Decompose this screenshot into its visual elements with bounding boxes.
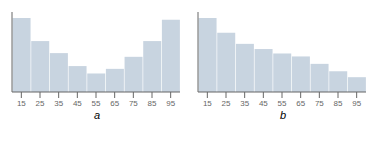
svg-text:45: 45	[73, 99, 82, 108]
svg-text:45: 45	[259, 99, 268, 108]
svg-text:85: 85	[334, 99, 343, 108]
svg-text:15: 15	[203, 99, 212, 108]
svg-text:65: 65	[110, 99, 119, 108]
svg-text:25: 25	[222, 99, 231, 108]
svg-text:35: 35	[240, 99, 249, 108]
svg-text:95: 95	[166, 99, 175, 108]
html-text:a: a	[93, 109, 101, 121]
svg-text:55: 55	[92, 99, 101, 108]
svg-text:65: 65	[296, 99, 305, 108]
html-text:b: b	[279, 109, 287, 121]
svg-text:55: 55	[278, 99, 287, 108]
svg-text:75: 75	[129, 99, 138, 108]
svg-text:95: 95	[352, 99, 361, 108]
svg-text:25: 25	[36, 99, 45, 108]
svg-text:35: 35	[54, 99, 63, 108]
svg-text:15: 15	[17, 99, 26, 108]
svg-text:75: 75	[315, 99, 324, 108]
svg-text:85: 85	[148, 99, 157, 108]
